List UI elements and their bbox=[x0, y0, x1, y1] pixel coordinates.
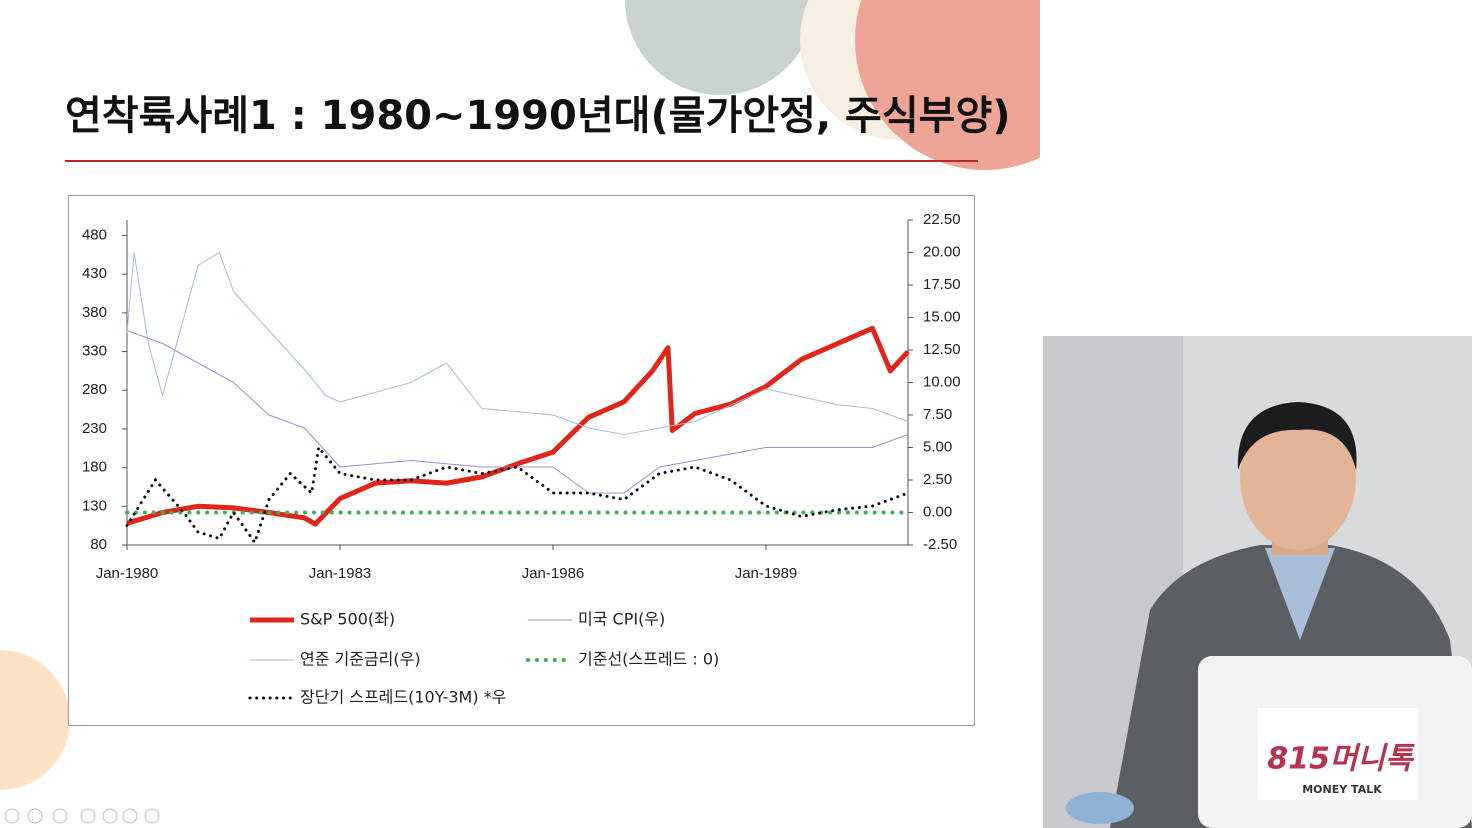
slide-decoration bbox=[0, 0, 1040, 790]
toolbar-icon[interactable] bbox=[80, 808, 96, 824]
y2-tick-label: 10.00 bbox=[923, 373, 961, 390]
y-tick-label: 380 bbox=[82, 304, 107, 321]
logo-subtitle: MONEY TALK bbox=[1302, 783, 1382, 796]
toolbar-icon[interactable] bbox=[122, 808, 138, 824]
shirt bbox=[1265, 548, 1335, 640]
y2-tick-label: 17.50 bbox=[923, 276, 961, 293]
hair bbox=[1237, 402, 1357, 470]
y-tick-label: 230 bbox=[82, 420, 107, 437]
logo: 815머니톡 bbox=[1267, 742, 1415, 777]
legend-label: 연준 기준금리(우) bbox=[300, 650, 421, 669]
toolbar-icon[interactable] bbox=[144, 808, 160, 824]
y-tick-label: 430 bbox=[82, 265, 107, 282]
series-line bbox=[126, 330, 909, 494]
y-tick-label: 80 bbox=[90, 536, 107, 553]
y2-tick-label: -2.50 bbox=[923, 536, 957, 553]
y-tick-label: 480 bbox=[82, 226, 107, 243]
y2-tick-label: 15.00 bbox=[923, 308, 961, 325]
y2-tick-label: 22.50 bbox=[923, 211, 961, 228]
legend-label: 기준선(스프레드 : 0) bbox=[578, 650, 719, 669]
blank-area bbox=[1040, 0, 1472, 336]
deco-circle bbox=[0, 650, 70, 790]
y-tick-label: 180 bbox=[82, 459, 107, 476]
y2-tick-label: 7.50 bbox=[923, 406, 952, 423]
series-line bbox=[126, 325, 910, 527]
y2-tick-label: 5.00 bbox=[923, 438, 952, 455]
y2-tick-label: 12.50 bbox=[923, 341, 961, 358]
toolbar-icon[interactable] bbox=[52, 808, 68, 824]
deco-circle bbox=[625, 0, 815, 95]
y2-tick-label: 20.00 bbox=[923, 243, 961, 260]
series-line bbox=[126, 252, 909, 435]
legend-label: S&P 500(좌) bbox=[300, 610, 395, 629]
y-tick-label: 280 bbox=[82, 381, 107, 398]
toolbar bbox=[4, 808, 160, 824]
x-tick-label: Jan-1983 bbox=[309, 565, 372, 582]
y2-tick-label: 2.50 bbox=[923, 471, 952, 488]
legend-label: 미국 CPI(우) bbox=[578, 610, 665, 629]
y-tick-label: 330 bbox=[82, 343, 107, 360]
toolbar-icon[interactable] bbox=[4, 808, 20, 824]
chart: 80 130 180 230 280 330 380 430 480 -2.50 0.00 2.50 5… bbox=[82, 211, 961, 707]
x-tick-label: Jan-1986 bbox=[522, 565, 585, 582]
logo-sticker bbox=[1258, 708, 1418, 800]
mouse bbox=[1066, 792, 1134, 824]
y2-tick-label: 0.00 bbox=[923, 503, 952, 520]
toolbar-icon[interactable] bbox=[102, 808, 118, 824]
deco-circle bbox=[855, 0, 1040, 170]
slide-title: 연착륙사례1 : 1980~1990년대(물가안정, 주식부양) bbox=[65, 93, 1011, 139]
x-tick-label: Jan-1989 bbox=[735, 565, 798, 582]
face bbox=[1240, 406, 1356, 550]
webcam: 815머니톡 MONEY TALK bbox=[1043, 336, 1472, 828]
legend-label: 장단기 스프레드(10Y-3M) *우 bbox=[300, 688, 506, 707]
x-tick-label: Jan-1980 bbox=[96, 565, 159, 582]
toolbar-icon[interactable] bbox=[27, 808, 43, 824]
y-tick-label: 130 bbox=[82, 497, 107, 514]
